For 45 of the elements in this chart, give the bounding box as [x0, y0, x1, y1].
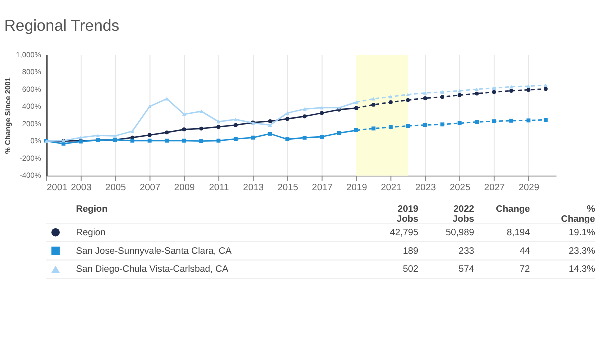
x-tick-label: 2021	[381, 182, 402, 192]
x-tick-label: 2009	[174, 182, 196, 192]
text: 8,194	[506, 227, 530, 238]
x-tick-label: 2029	[518, 182, 540, 192]
text: 14.3%	[568, 264, 596, 274]
text: 23.3%	[568, 246, 596, 256]
x-tick-label: 2025	[450, 182, 471, 192]
x-tick-label: 2003	[71, 182, 92, 192]
text: 72	[520, 264, 530, 274]
legend-label: San Diego-Chula Vista-Carlsbad, CA	[76, 264, 230, 274]
x-tick-label: 2013	[243, 182, 264, 192]
y-axis-title: % Change Since 2001	[4, 78, 13, 154]
y-tick-label: 0%	[30, 136, 42, 146]
y-tick-label: -400%	[20, 171, 42, 180]
x-tick-label: 2005	[106, 182, 126, 192]
x-tick-label: 2017	[312, 182, 333, 192]
text: 19.1%	[568, 227, 596, 238]
y-tick-label: -200%	[20, 154, 42, 163]
x-tick-label: 2015	[278, 182, 298, 192]
text: Change	[496, 204, 530, 214]
text: 574	[458, 264, 474, 274]
x-tick-label: 2001	[46, 182, 68, 192]
text: 42,795	[390, 227, 419, 238]
y-tick-label: 600%	[22, 84, 42, 94]
x-tick-label: 2007	[140, 182, 161, 192]
text: 2022 Jobs	[452, 204, 474, 224]
legend-label: San Jose-Sunnyvale-Santa Clara, CA	[76, 246, 233, 256]
text: 2019 Jobs	[396, 204, 419, 224]
y-tick-label: 1,000%	[16, 50, 42, 60]
text: % Change	[561, 204, 596, 224]
x-tick-label: 2027	[484, 182, 506, 192]
y-tick-label: 400%	[22, 102, 42, 112]
text: 233	[458, 246, 474, 256]
chart-title: Regional Trends	[4, 18, 120, 35]
text: 502	[403, 264, 419, 274]
x-tick-label: 2019	[346, 182, 368, 192]
x-tick-label: 2011	[209, 182, 230, 192]
legend-label: Region	[76, 227, 106, 238]
text: 44	[520, 246, 530, 256]
text: 50,989	[446, 227, 474, 238]
legend-title: Region	[76, 204, 108, 214]
text: 189	[403, 246, 419, 256]
y-tick-label: 200%	[22, 119, 42, 128]
y-tick-label: 800%	[22, 68, 42, 77]
x-tick-label: 2023	[416, 182, 436, 192]
